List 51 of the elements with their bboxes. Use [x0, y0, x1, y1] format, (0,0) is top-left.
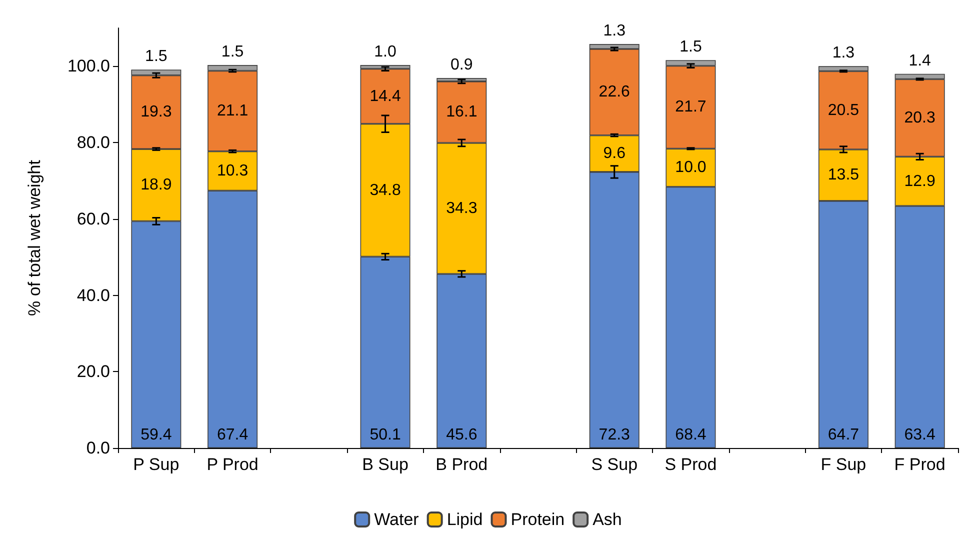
data-label: 72.3: [598, 426, 630, 444]
data-label: 20.3: [904, 109, 936, 126]
legend-label: Protein: [510, 510, 565, 529]
data-label: 1.5: [221, 44, 244, 61]
data-label: 59.4: [140, 426, 172, 444]
data-label: 64.7: [828, 426, 860, 444]
y-axis-title: % of total wet weight: [25, 160, 44, 316]
data-label: 67.4: [216, 426, 248, 444]
data-label: 1.5: [145, 48, 168, 66]
y-tick-label: 20.0: [76, 362, 110, 382]
data-label: 68.4: [675, 426, 706, 444]
data-label: 0.9: [450, 56, 473, 74]
x-tick-label: S Sup: [591, 455, 638, 474]
data-label: 1.3: [832, 44, 855, 62]
x-tick-label: P Sup: [133, 455, 180, 474]
data-label: 20.5: [828, 102, 860, 119]
data-label: 16.1: [446, 104, 478, 121]
data-label: 21.7: [675, 98, 706, 116]
data-label: 50.1: [370, 426, 401, 444]
data-label: 1.4: [908, 52, 932, 70]
data-label: 12.9: [904, 172, 936, 190]
x-tick-label: S Prod: [664, 455, 717, 474]
data-label: 63.4: [904, 426, 936, 444]
data-label: 1.0: [374, 44, 396, 61]
data-label: 14.4: [370, 88, 401, 105]
x-tick-label: F Sup: [820, 455, 866, 474]
x-tick-label: B Prod: [436, 455, 488, 474]
data-label: 1.3: [603, 22, 626, 40]
y-tick-label: 60.0: [76, 209, 110, 228]
y-tick-label: 0.0: [86, 438, 110, 458]
data-label: 1.5: [680, 38, 702, 56]
data-label: 13.5: [828, 166, 860, 184]
legend-label: Lipid: [446, 510, 483, 529]
legend-label: Ash: [592, 510, 622, 529]
y-tick-label: 40.0: [76, 286, 110, 305]
data-label: 10.3: [216, 162, 248, 180]
x-tick-label: P Prod: [206, 455, 258, 474]
data-label: 21.1: [216, 102, 248, 120]
data-label: 22.6: [598, 84, 630, 101]
data-label: 45.6: [446, 426, 478, 444]
data-label: 9.6: [603, 145, 626, 162]
x-tick-label: B Sup: [362, 455, 408, 474]
data-label: 34.3: [446, 200, 478, 217]
data-label: 19.3: [140, 104, 172, 121]
legend-label: Water: [374, 510, 420, 529]
data-label: 10.0: [675, 159, 706, 176]
data-label: 34.8: [370, 182, 401, 199]
x-tick-label: F Prod: [894, 455, 946, 474]
y-tick-label: 80.0: [76, 133, 110, 152]
y-tick-label: 100.0: [67, 56, 110, 76]
data-label: 18.9: [140, 176, 172, 194]
